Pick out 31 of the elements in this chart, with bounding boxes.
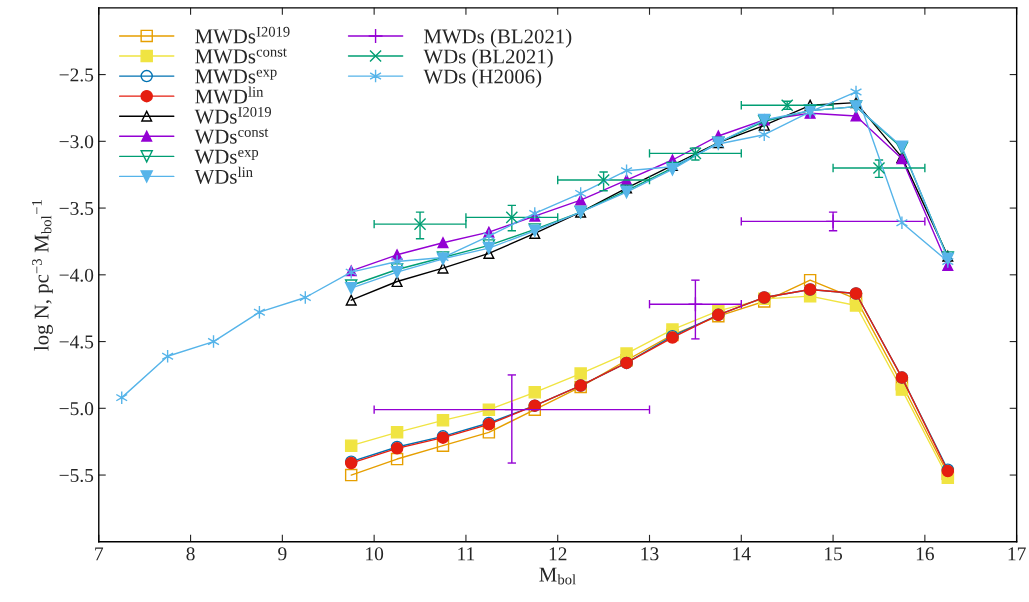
x-tick-label: 8 [186,547,195,561]
legend-label: WDs$^{const}$ [194,128,269,144]
x-tick-label: 16 [916,547,935,561]
x-tick-label: 12 [549,547,567,561]
legend-label: WDs$^{exp}$ [194,149,259,164]
y-tick-label: −3.0 [59,135,94,149]
y-axis-title: log N, pc$^{−3}$ M$_{bol}$$^{−1}$ [32,200,53,351]
x-tick-label: 7 [95,547,104,561]
y-tick-label: −4.5 [59,335,94,349]
legend-label: MWDs$^{I2019}$ [195,26,290,44]
x-tick-label: 9 [278,547,287,561]
x-tick-label: 13 [641,547,659,561]
legend-label: MWDs (BL2021) [424,28,572,48]
x-tick-label: 15 [825,547,843,561]
legend-label: MWD$^{lin}$ [195,86,264,104]
legend-label: MWDs$^{const}$ [195,48,287,64]
legend-label: MWDs$^{exp}$ [195,69,277,84]
x-tick-label: 10 [366,547,384,561]
x-tick-label: 17 [1008,547,1026,561]
y-tick-label: −2.5 [59,68,94,82]
y-tick-label: −4.0 [59,268,94,282]
x-tick-label: 11 [458,547,475,561]
x-axis-title: M$_{bol}$ [539,567,576,585]
y-tick-label: −3.5 [59,201,94,216]
legend-label: WDs (BL2021) [423,48,553,68]
y-tick-label: −5.5 [59,469,94,483]
y-tick-label: −5.0 [59,402,94,416]
legend-label: WDs (H2006) [423,68,542,88]
legend-label: WDs$^{I2019}$ [194,107,272,124]
legend-label: WDs$^{lin}$ [194,166,253,184]
x-tick-label: 14 [733,547,751,561]
